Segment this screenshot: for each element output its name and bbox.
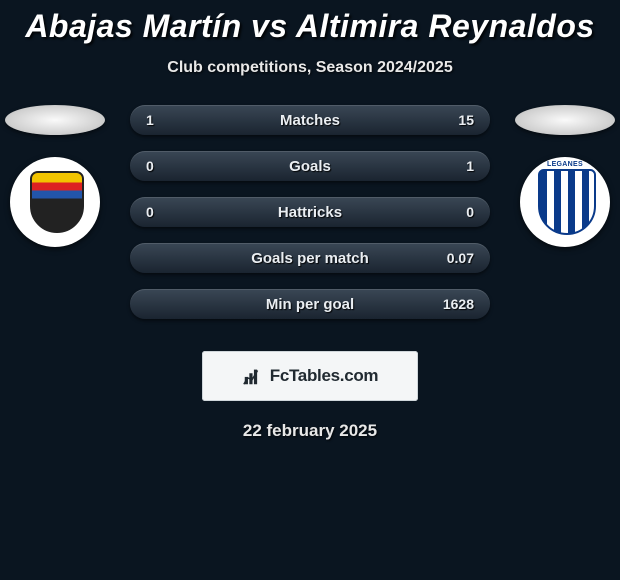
stat-row-goals-per-match: Goals per match 0.07 bbox=[130, 243, 490, 273]
stat-left-value: 0 bbox=[130, 197, 170, 227]
stat-label: Goals bbox=[289, 158, 331, 175]
stat-rows: 1 Matches 15 0 Goals 1 0 Hattricks 0 Goa… bbox=[130, 105, 490, 335]
club-crest-right bbox=[520, 157, 610, 247]
stat-left-value bbox=[130, 289, 162, 319]
stat-right-value: 1628 bbox=[427, 289, 490, 319]
right-player-column bbox=[510, 105, 620, 247]
stat-row-matches: 1 Matches 15 bbox=[130, 105, 490, 135]
comparison-card: Abajas Martín vs Altimira Reynaldos Club… bbox=[0, 0, 620, 441]
stat-left-value: 1 bbox=[130, 105, 170, 135]
stat-right-value: 1 bbox=[450, 151, 490, 181]
stat-row-min-per-goal: Min per goal 1628 bbox=[130, 289, 490, 319]
stat-right-value: 15 bbox=[442, 105, 490, 135]
bar-chart-icon bbox=[242, 365, 264, 387]
stat-row-goals: 0 Goals 1 bbox=[130, 151, 490, 181]
stat-row-hattricks: 0 Hattricks 0 bbox=[130, 197, 490, 227]
stat-label: Goals per match bbox=[251, 250, 369, 267]
left-player-column bbox=[0, 105, 110, 247]
stat-right-value: 0 bbox=[450, 197, 490, 227]
content-area: 1 Matches 15 0 Goals 1 0 Hattricks 0 Goa… bbox=[0, 105, 620, 345]
stat-left-value: 0 bbox=[130, 151, 170, 181]
stat-left-value bbox=[130, 243, 162, 273]
stat-label: Matches bbox=[280, 112, 340, 129]
stat-label: Min per goal bbox=[266, 296, 354, 313]
brand-text: FcTables.com bbox=[270, 366, 379, 386]
page-title: Abajas Martín vs Altimira Reynaldos bbox=[0, 8, 620, 45]
footer-date: 22 february 2025 bbox=[0, 421, 620, 441]
brand-badge: FcTables.com bbox=[202, 351, 418, 401]
player-silhouette-left bbox=[5, 105, 105, 135]
subtitle: Club competitions, Season 2024/2025 bbox=[0, 59, 620, 77]
club-crest-left bbox=[10, 157, 100, 247]
stat-right-value: 0.07 bbox=[431, 243, 490, 273]
player-silhouette-right bbox=[515, 105, 615, 135]
stat-label: Hattricks bbox=[278, 204, 342, 221]
